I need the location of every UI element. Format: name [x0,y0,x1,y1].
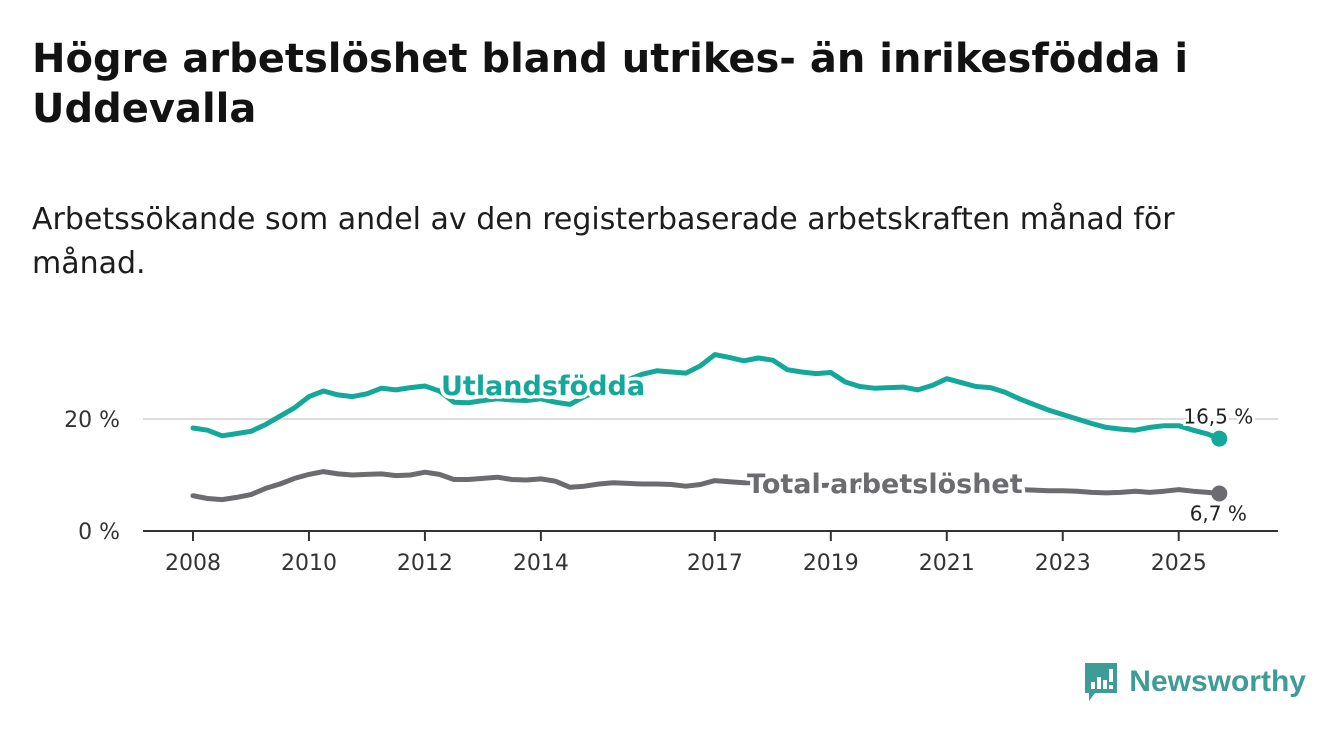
end-marker-total [1211,485,1228,502]
x-tick-label: 2008 [165,551,221,576]
y-tick-label: 20 % [64,408,120,433]
newsworthy-brand: Newsworthy [1083,662,1306,702]
x-tick-label: 2025 [1151,551,1207,576]
x-tick-label: 2023 [1035,551,1091,576]
x-tick-label: 2010 [281,551,337,576]
chart-title: Högre arbetslöshet bland utrikes- än inr… [32,36,1189,132]
series-label-total: Total arbetslöshet [747,469,1023,500]
chart-subtitle: Arbetssökande som andel av den registerb… [32,202,1175,281]
end-marker-utlandsfodda [1211,430,1228,447]
bar-chart-logo-icon [1085,663,1118,701]
brand-name: Newsworthy [1129,665,1306,698]
end-label-utlandsfodda: 16,5 % [1183,405,1253,429]
x-tick-label: 2019 [803,551,859,576]
x-tick-label: 2012 [397,551,453,576]
y-tick-label: 0 % [78,520,120,545]
end-label-total: 6,7 % [1190,501,1247,525]
series-label-utlandsfodda: Utlandsfödda [441,371,645,402]
series-line-utlandsfodda [190,352,1222,442]
x-tick-label: 2017 [687,551,743,576]
x-tick-label: 2014 [513,551,569,576]
x-tick-label: 2021 [919,551,975,576]
series-line-total [190,469,1222,503]
